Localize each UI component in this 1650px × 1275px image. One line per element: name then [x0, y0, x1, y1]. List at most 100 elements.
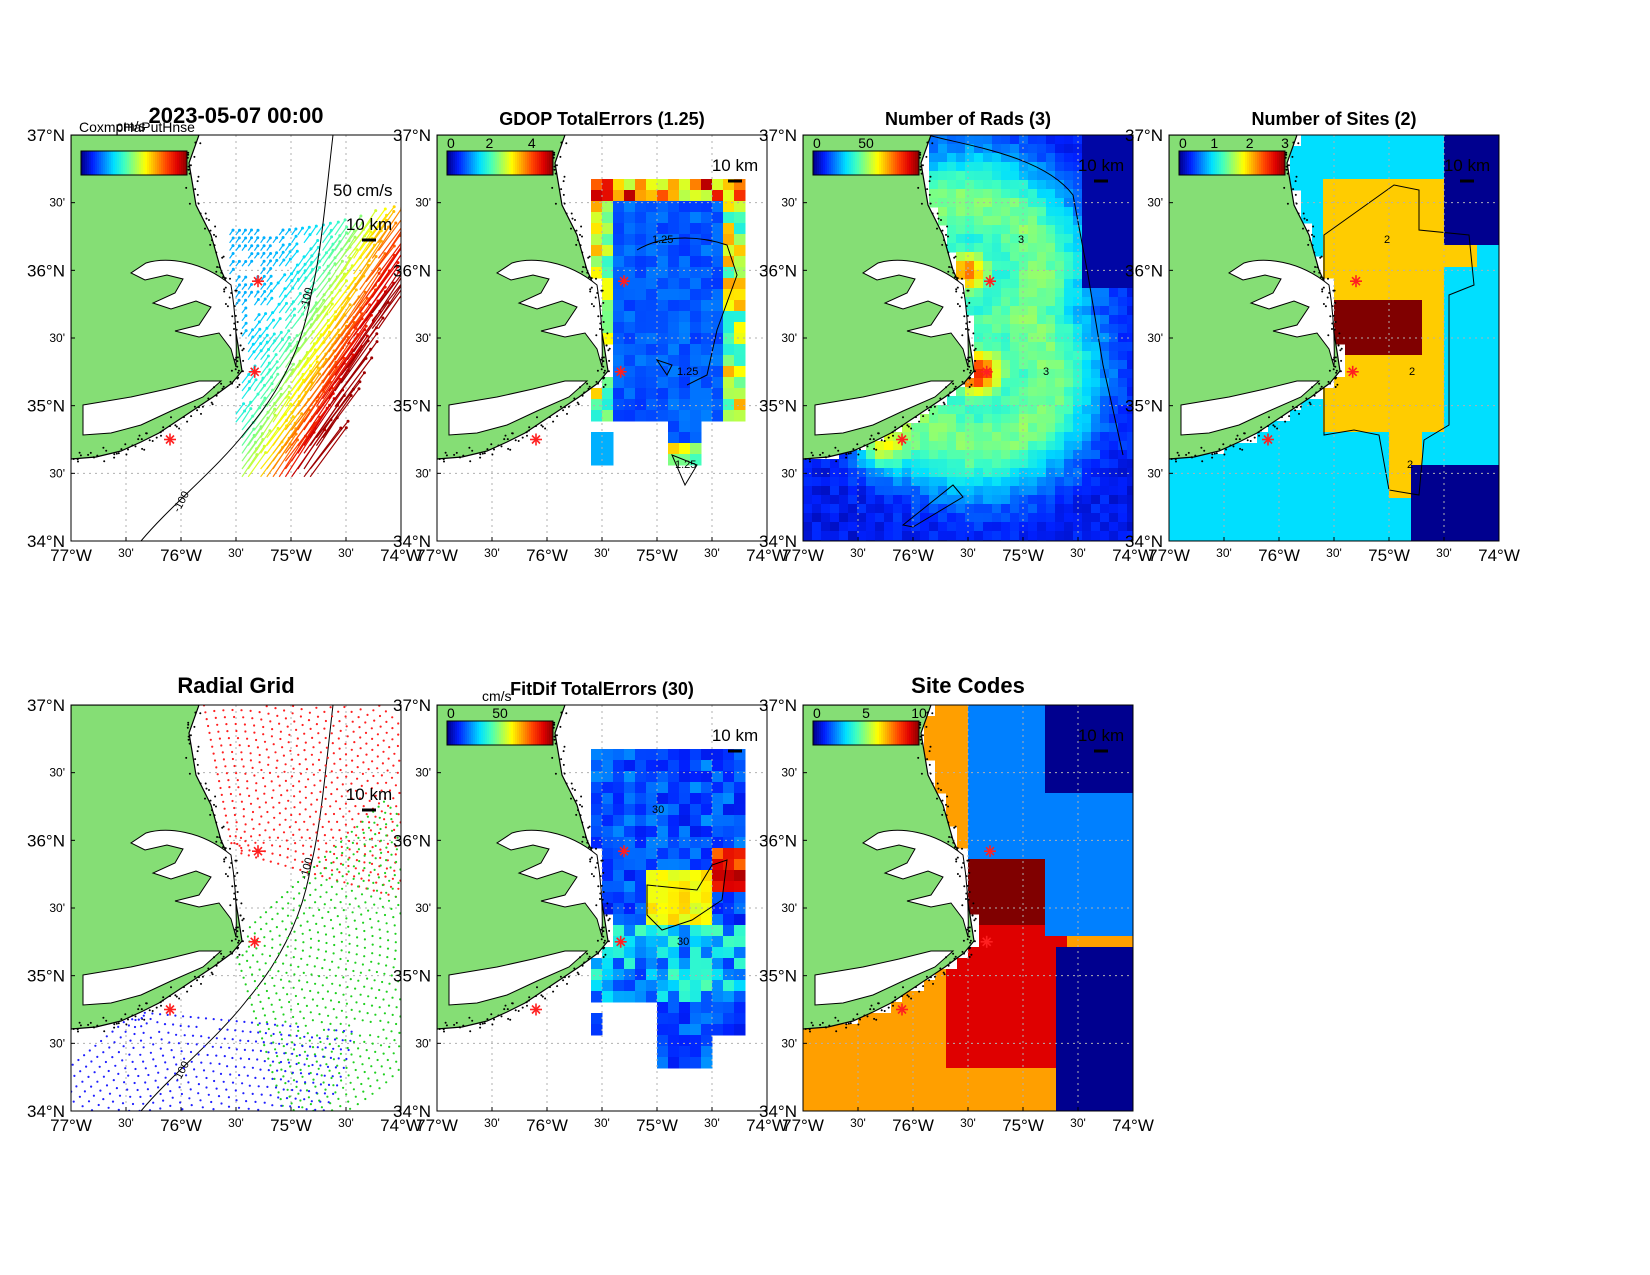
coast-dot	[235, 328, 238, 331]
field-cell	[1312, 168, 1324, 180]
field-cell	[929, 432, 939, 442]
radial-grid-point	[222, 800, 225, 803]
vector-head	[307, 225, 311, 229]
coast-dot	[168, 425, 171, 428]
radial-grid-point	[231, 757, 234, 761]
coast-dot	[1308, 401, 1311, 404]
coast-dot	[966, 314, 969, 317]
panel-title: Number of Sites (2)	[1251, 109, 1416, 129]
current-vector	[315, 278, 331, 298]
current-vector	[284, 335, 298, 353]
field-cell	[734, 289, 746, 301]
radial-grid-point	[333, 852, 336, 856]
radial-grid-point	[295, 728, 298, 731]
colorbar-swatch	[489, 151, 492, 175]
colorbar-swatch	[913, 151, 916, 175]
field-cell	[830, 513, 840, 523]
field-cell	[1213, 509, 1225, 521]
field-cell	[1367, 366, 1379, 378]
coast-dot	[197, 745, 200, 748]
field-cell	[974, 189, 984, 199]
field-cell	[591, 432, 603, 444]
colorbar-swatch	[499, 151, 502, 175]
field-cell	[1100, 360, 1110, 370]
lon-tick-label: 30'	[1070, 546, 1086, 560]
field-cell	[679, 388, 691, 400]
field-cell	[1010, 225, 1020, 235]
radial-grid-point	[350, 995, 353, 998]
radial-grid-point	[259, 1030, 262, 1033]
field-cell	[701, 256, 713, 268]
field-cell	[690, 201, 702, 213]
field-cell	[1169, 509, 1181, 521]
vector-head	[392, 205, 396, 209]
field-cell	[902, 441, 912, 451]
field-cell	[1055, 522, 1065, 532]
current-vector	[334, 296, 360, 329]
field-cell	[723, 289, 735, 301]
field-cell	[1477, 344, 1489, 356]
current-vector	[284, 431, 315, 478]
field-cell	[875, 531, 885, 541]
field-cell	[1169, 487, 1181, 499]
vector-head	[266, 354, 270, 358]
current-vector	[247, 433, 263, 454]
field-cell	[1367, 157, 1379, 169]
radial-grid-point	[387, 893, 390, 896]
vector-head	[287, 384, 291, 388]
radial-grid-point	[331, 982, 334, 985]
field-cell	[992, 369, 1002, 379]
field-cell	[1127, 306, 1133, 316]
field-cell	[1466, 311, 1478, 323]
radial-grid-point	[327, 1014, 330, 1017]
field-cell	[1444, 146, 1456, 158]
field-cell	[646, 278, 658, 290]
field-cell	[1455, 322, 1467, 334]
field-cell	[1323, 432, 1335, 444]
field-cell	[1037, 324, 1047, 334]
field-cell	[734, 366, 746, 378]
field-cell	[974, 252, 984, 262]
coast-dot	[481, 452, 484, 455]
radial-grid-point	[345, 895, 348, 898]
field-cell	[1411, 190, 1423, 202]
field-cell	[1356, 509, 1368, 521]
radial-grid-point	[317, 856, 320, 859]
current-vector	[253, 343, 262, 353]
coast-dot	[229, 277, 231, 280]
field-cell	[821, 522, 831, 532]
coast-dot	[1340, 359, 1343, 362]
field-cell	[1109, 198, 1119, 208]
contour-label: 2	[1409, 366, 1415, 378]
vector-head	[383, 207, 387, 211]
colorbar-swatch	[1189, 151, 1192, 175]
current-vector	[291, 250, 298, 259]
panel-gdop-total-errors: 1.251.251.2537°N30'36°N30'35°N30'34°N77°…	[393, 109, 788, 565]
field-cell	[1389, 421, 1401, 433]
colorbar-swatch	[1271, 151, 1274, 175]
radial-grid-point	[223, 716, 226, 719]
field-cell	[1019, 486, 1029, 496]
lon-tick-label: 74°W	[1478, 546, 1520, 565]
field-cell	[1400, 388, 1412, 400]
radial-grid-point	[339, 758, 342, 761]
field-cell	[965, 495, 975, 505]
lon-tick-label: 74°W	[380, 546, 422, 565]
radial-grid-point	[372, 889, 375, 892]
field-cell	[1073, 333, 1083, 343]
field-cell	[1378, 223, 1390, 235]
radial-grid-point	[337, 966, 340, 969]
coast-dot	[1340, 347, 1343, 350]
colorbar-swatch	[121, 151, 124, 175]
field-cell	[1028, 171, 1038, 181]
radial-grid-point	[317, 758, 321, 761]
radial-grid-point	[299, 715, 302, 718]
current-vector	[340, 314, 372, 361]
field-cell	[1411, 322, 1423, 334]
radial-grid-point	[337, 737, 340, 740]
field-cell	[701, 201, 713, 213]
field-cell	[1224, 520, 1236, 532]
field-cell	[1001, 360, 1011, 370]
field-cell	[1100, 504, 1110, 514]
